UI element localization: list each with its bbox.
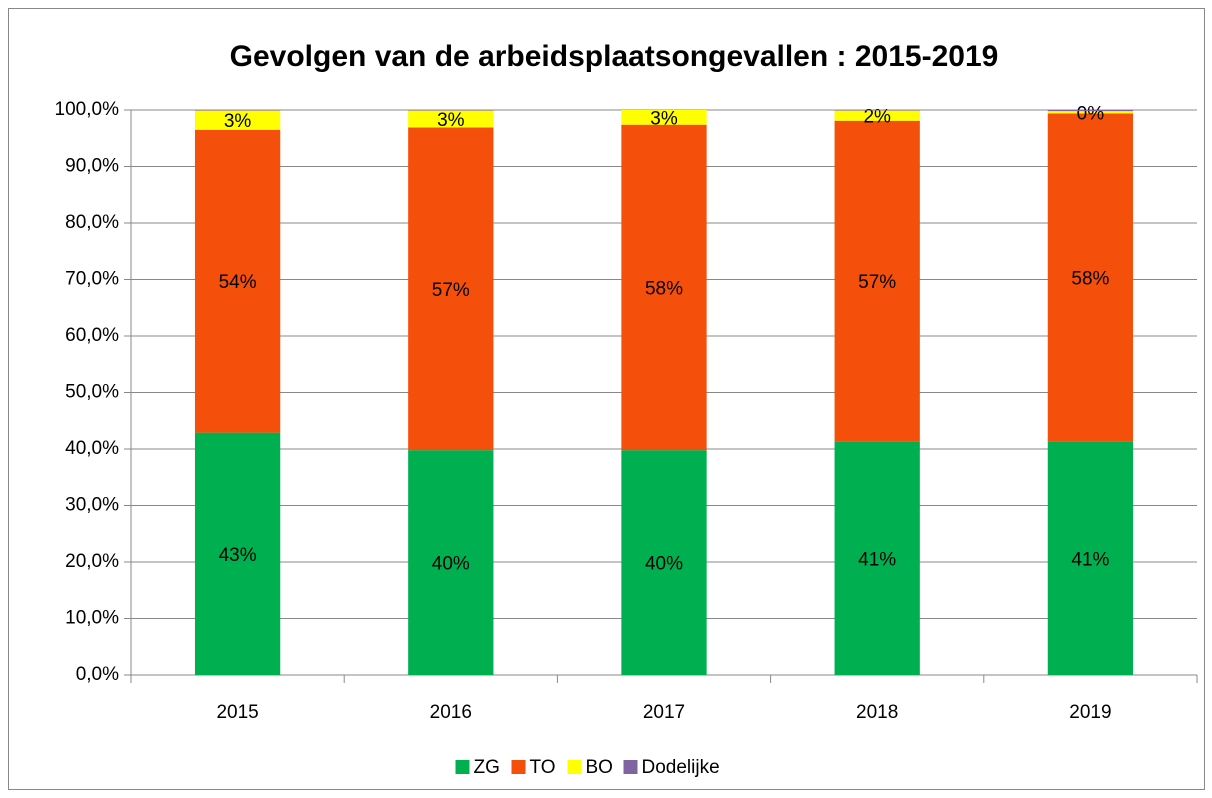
data-label: 57% bbox=[432, 280, 470, 301]
bar-segment bbox=[408, 127, 494, 451]
data-label: 3% bbox=[224, 111, 252, 132]
bar-segment bbox=[194, 432, 281, 675]
x-tick-label: 2017 bbox=[643, 702, 685, 723]
data-label: 40% bbox=[432, 554, 470, 575]
y-tick-label: 70,0% bbox=[65, 269, 119, 290]
data-label: 54% bbox=[219, 272, 257, 293]
y-tick-label: 0,0% bbox=[76, 664, 119, 685]
bar-segment bbox=[1047, 113, 1134, 442]
x-tick-label: 2015 bbox=[216, 702, 258, 723]
y-tick-label: 90,0% bbox=[65, 156, 119, 177]
legend-label: ZG bbox=[474, 757, 500, 778]
data-label: 58% bbox=[1071, 269, 1109, 290]
data-label: 0% bbox=[1077, 103, 1105, 124]
data-label: 3% bbox=[650, 108, 678, 129]
legend-swatch bbox=[455, 760, 470, 774]
y-tick-label: 100,0% bbox=[55, 99, 120, 120]
bar-segment bbox=[834, 120, 920, 442]
legend-label: BO bbox=[586, 757, 613, 778]
bar-segment bbox=[834, 110, 920, 111]
bar-segment bbox=[408, 110, 494, 128]
y-tick-label: 40,0% bbox=[65, 438, 119, 459]
x-tick-label: 2018 bbox=[856, 702, 898, 723]
y-tick-label: 20,0% bbox=[65, 551, 119, 572]
bar-segment bbox=[621, 124, 707, 451]
legend-swatch bbox=[623, 760, 638, 774]
y-tick-label: 10,0% bbox=[65, 608, 119, 629]
data-label: 43% bbox=[219, 545, 257, 566]
x-tick-label: 2019 bbox=[1069, 702, 1111, 723]
data-label: 57% bbox=[858, 272, 896, 293]
bar-segment bbox=[408, 110, 494, 111]
bar-segment bbox=[1047, 441, 1134, 675]
y-tick-label: 80,0% bbox=[65, 212, 119, 233]
bar-segment bbox=[834, 441, 920, 675]
data-label: 2% bbox=[863, 107, 891, 128]
data-label: 40% bbox=[645, 554, 683, 575]
legend-label: TO bbox=[530, 757, 556, 778]
data-label: 41% bbox=[858, 549, 896, 570]
data-label: 41% bbox=[1071, 549, 1109, 570]
bar-segment bbox=[1047, 110, 1134, 112]
chart-border bbox=[8, 8, 1205, 790]
chart-title: Gevolgen van de arbeidsplaatsongevallen … bbox=[230, 40, 999, 73]
y-tick-label: 30,0% bbox=[65, 495, 119, 516]
bar-segment bbox=[194, 129, 281, 433]
bar-segment bbox=[408, 450, 494, 675]
legend-swatch bbox=[511, 760, 526, 774]
y-tick-label: 50,0% bbox=[65, 382, 119, 403]
x-tick-label: 2016 bbox=[430, 702, 472, 723]
y-tick-label: 60,0% bbox=[65, 325, 119, 346]
data-label: 58% bbox=[645, 278, 683, 299]
bar-segment bbox=[194, 110, 281, 130]
bar-segment bbox=[1047, 111, 1134, 114]
bar-segment bbox=[834, 110, 920, 121]
bar-segment bbox=[194, 110, 281, 111]
legend-swatch bbox=[567, 760, 582, 774]
bar-segment bbox=[621, 110, 707, 125]
legend-label: Dodelijke bbox=[642, 757, 720, 778]
data-label: 3% bbox=[437, 110, 465, 131]
bar-segment bbox=[621, 450, 707, 675]
